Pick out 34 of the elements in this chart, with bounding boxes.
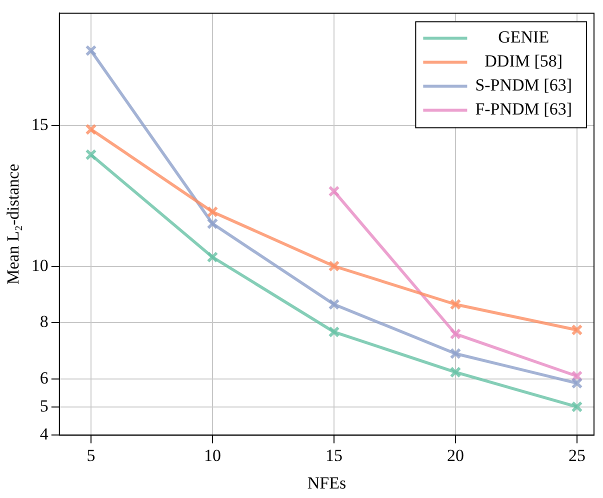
legend-label: F-PNDM [63] <box>475 100 572 119</box>
point <box>206 218 218 230</box>
point <box>328 186 340 198</box>
legend-label: GENIE <box>498 28 550 47</box>
point <box>328 298 340 310</box>
x-tick-label: 5 <box>86 446 96 465</box>
legend-label: DDIM [58] <box>484 52 563 71</box>
point <box>85 124 97 136</box>
x-tick-label: 10 <box>204 446 221 465</box>
y-tick-label: 10 <box>31 256 48 275</box>
point <box>571 377 583 389</box>
point <box>206 206 218 218</box>
point <box>85 44 97 56</box>
point <box>450 348 462 360</box>
x-tick-label: 25 <box>568 446 586 465</box>
y-tick-label: 4 <box>40 424 49 444</box>
point <box>85 148 97 160</box>
point <box>571 324 583 336</box>
x-tick-label: 15 <box>325 446 342 465</box>
point <box>328 326 340 338</box>
y-tick-label: 6 <box>40 368 48 388</box>
point <box>450 328 462 340</box>
x-tick-label: 20 <box>446 446 464 465</box>
point <box>450 298 462 310</box>
y-tick-label: 8 <box>40 312 48 332</box>
point <box>450 366 462 378</box>
x-axis-title: NFEs <box>307 473 346 492</box>
y-axis-title: Mean L₂-distance <box>4 164 23 285</box>
point <box>206 251 218 263</box>
y-tick-label: 5 <box>40 396 48 416</box>
point <box>571 401 583 413</box>
legend-label: S-PNDM [63] <box>475 76 572 95</box>
y-tick-label: 15 <box>31 115 48 134</box>
point <box>328 260 340 272</box>
